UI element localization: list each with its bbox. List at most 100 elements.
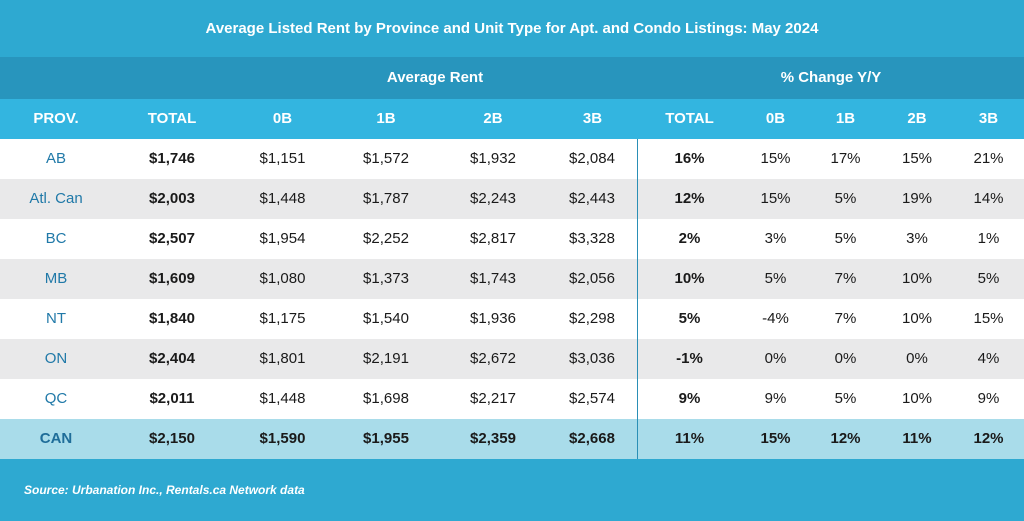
cell-rent-0b: $1,801 <box>259 350 306 367</box>
cell-rent-2b: $2,817 <box>470 230 516 247</box>
cell-change-0b: 5% <box>764 270 787 287</box>
cell-change-1b: 7% <box>834 270 857 287</box>
source-note: Source: Urbanation Inc., Rentals.ca Netw… <box>0 459 1024 521</box>
cell-change-3b: 15% <box>973 310 1004 327</box>
col-header-rent-2b: 2B <box>483 110 503 127</box>
cell-rent-3b: $2,668 <box>547 419 638 459</box>
cell-change-0b: 0% <box>764 350 787 367</box>
table-row: QC $2,011 $1,448 $1,698 $2,217 $2,574 9%… <box>0 379 1024 419</box>
table-row: AB $1,746 $1,151 $1,572 $1,932 $2,084 16… <box>0 139 1024 179</box>
cell-rent-1b: $1,787 <box>363 190 409 207</box>
cell-change-total: 16% <box>674 150 705 167</box>
cell-change-3b: 1% <box>977 230 1000 247</box>
group-header-row: Average Rent % Change Y/Y <box>0 57 1024 99</box>
cell-change-2b: 0% <box>906 350 928 367</box>
col-header-change-1b: 1B <box>835 110 856 127</box>
cell-change-3b: 9% <box>977 390 1000 407</box>
cell-total-rent: $2,404 <box>149 350 195 367</box>
cell-rent-2b: $1,936 <box>470 310 516 327</box>
cell-rent-3b: $2,084 <box>547 139 638 179</box>
table-row: NT $1,840 $1,175 $1,540 $1,936 $2,298 5%… <box>0 299 1024 339</box>
cell-total-rent: $1,609 <box>149 270 195 287</box>
cell-change-0b: 15% <box>760 190 791 207</box>
cell-rent-3b: $3,328 <box>547 219 638 259</box>
cell-prov: ON <box>44 350 68 367</box>
cell-change-0b: 9% <box>764 390 787 407</box>
cell-rent-0b: $1,448 <box>259 390 306 407</box>
cell-rent-0b: $1,151 <box>259 150 306 167</box>
cell-change-1b: 5% <box>834 230 857 247</box>
cell-change-total: 5% <box>678 310 701 327</box>
cell-rent-1b: $2,252 <box>363 230 409 247</box>
cell-total-rent: $2,150 <box>149 430 195 447</box>
cell-change-total: -1% <box>676 350 703 367</box>
cell-change-0b: -4% <box>762 310 789 327</box>
cell-rent-1b: $2,191 <box>363 350 409 367</box>
col-header-change-2b: 2B <box>907 110 927 127</box>
cell-change-2b: 19% <box>901 190 933 207</box>
column-header-row: PROV. TOTAL 0B 1B 2B 3B TOTAL 0B 1B 2B 3… <box>0 99 1024 139</box>
cell-rent-3b: $2,056 <box>547 259 638 299</box>
cell-rent-0b: $1,175 <box>259 310 306 327</box>
cell-rent-1b: $1,572 <box>363 150 409 167</box>
cell-change-3b: 4% <box>977 350 1000 367</box>
cell-change-2b: 10% <box>901 390 933 407</box>
col-header-rent-1b: 1B <box>376 110 396 127</box>
cell-prov: AB <box>45 150 66 167</box>
col-header-change-total: TOTAL <box>665 110 714 127</box>
cell-prov: MB <box>44 270 68 287</box>
cell-rent-1b: $1,955 <box>363 430 409 447</box>
group-header-spacer <box>0 57 232 99</box>
cell-change-3b: 12% <box>973 430 1004 447</box>
cell-rent-3b: $2,443 <box>547 179 638 219</box>
col-header-total-rent: TOTAL <box>147 110 197 127</box>
table-title: Average Listed Rent by Province and Unit… <box>0 0 1024 57</box>
cell-change-total: 2% <box>678 230 701 247</box>
cell-total-rent: $2,011 <box>149 390 195 407</box>
cell-change-1b: 12% <box>830 430 861 447</box>
cell-change-total: 12% <box>674 190 705 207</box>
table-row: BC $2,507 $1,954 $2,252 $2,817 $3,328 2%… <box>0 219 1024 259</box>
cell-prov: CAN <box>39 430 73 447</box>
cell-rent-2b: $2,359 <box>470 430 516 447</box>
group-header-pct-change: % Change Y/Y <box>780 69 882 86</box>
cell-change-1b: 17% <box>830 150 861 167</box>
cell-prov: QC <box>44 390 68 407</box>
cell-change-0b: 15% <box>760 150 791 167</box>
cell-change-3b: 21% <box>973 150 1004 167</box>
cell-rent-0b: $1,590 <box>259 430 306 447</box>
cell-change-0b: 3% <box>764 230 787 247</box>
cell-rent-2b: $1,743 <box>470 270 516 287</box>
cell-change-3b: 14% <box>973 190 1004 207</box>
col-header-change-0b: 0B <box>765 110 786 127</box>
cell-rent-0b: $1,080 <box>259 270 306 287</box>
cell-change-total: 11% <box>674 430 705 447</box>
cell-rent-0b: $1,954 <box>259 230 306 247</box>
cell-rent-3b: $2,298 <box>547 299 638 339</box>
cell-rent-1b: $1,373 <box>363 270 409 287</box>
cell-rent-2b: $2,243 <box>470 190 516 207</box>
col-header-change-3b: 3B <box>978 110 999 127</box>
cell-prov: BC <box>45 230 67 247</box>
cell-rent-3b: $2,574 <box>547 379 638 419</box>
cell-rent-2b: $2,672 <box>470 350 516 367</box>
col-header-prov: PROV. <box>33 110 79 127</box>
col-header-rent-3b: 3B <box>582 110 603 127</box>
table-row: Atl. Can $2,003 $1,448 $1,787 $2,243 $2,… <box>0 179 1024 219</box>
cell-change-0b: 15% <box>760 430 791 447</box>
cell-prov: NT <box>46 310 66 327</box>
cell-rent-2b: $1,932 <box>470 150 516 167</box>
cell-change-2b: 15% <box>901 150 933 167</box>
cell-change-1b: 5% <box>834 190 857 207</box>
cell-total-rent: $2,507 <box>149 230 195 247</box>
group-header-average-rent: Average Rent <box>386 69 484 86</box>
cell-change-3b: 5% <box>977 270 1000 287</box>
cell-prov: Atl. Can <box>29 190 83 207</box>
table-row: MB $1,609 $1,080 $1,373 $1,743 $2,056 10… <box>0 259 1024 299</box>
cell-rent-3b: $3,036 <box>547 339 638 379</box>
cell-change-2b: 10% <box>901 270 933 287</box>
cell-rent-1b: $1,540 <box>363 310 409 327</box>
table-row-national-total: CAN $2,150 $1,590 $1,955 $2,359 $2,668 1… <box>0 419 1024 459</box>
cell-change-2b: 10% <box>901 310 933 327</box>
